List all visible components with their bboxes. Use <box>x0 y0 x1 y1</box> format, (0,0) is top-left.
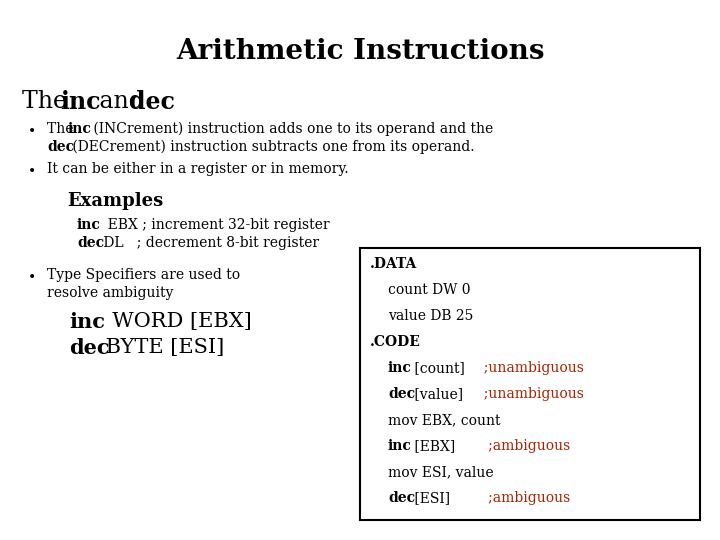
Text: resolve ambiguity: resolve ambiguity <box>47 286 174 300</box>
Text: inc: inc <box>77 218 101 232</box>
Text: BYTE [ESI]: BYTE [ESI] <box>99 338 224 357</box>
Text: mov EBX, count: mov EBX, count <box>388 413 500 427</box>
Text: [ESI]: [ESI] <box>410 491 450 505</box>
Text: dec: dec <box>129 90 175 114</box>
Text: inc: inc <box>388 439 412 453</box>
Text: It can be either in a register or in memory.: It can be either in a register or in mem… <box>47 162 348 176</box>
Text: •: • <box>28 165 36 179</box>
Text: count DW 0: count DW 0 <box>388 283 470 297</box>
Bar <box>360 248 700 520</box>
Text: WORD [EBX]: WORD [EBX] <box>99 312 252 331</box>
Text: inc: inc <box>388 361 412 375</box>
Text: inc: inc <box>68 122 92 136</box>
Text: mov ESI, value: mov ESI, value <box>388 465 494 479</box>
Text: [count]: [count] <box>410 361 465 375</box>
Text: Type Specifiers are used to: Type Specifiers are used to <box>47 268 240 282</box>
Text: dec: dec <box>388 491 415 505</box>
Text: .DATA: .DATA <box>370 257 418 271</box>
Text: dec: dec <box>47 140 74 154</box>
Text: inc: inc <box>69 312 105 332</box>
Text: dec: dec <box>77 236 104 250</box>
Text: Examples: Examples <box>67 192 163 210</box>
Text: Arithmetic Instructions: Arithmetic Instructions <box>176 38 544 65</box>
Text: EBX ; increment 32-bit register: EBX ; increment 32-bit register <box>99 218 330 232</box>
Text: [EBX]: [EBX] <box>410 439 455 453</box>
Text: •: • <box>28 271 36 285</box>
Text: •: • <box>28 125 36 139</box>
Text: (DECrement) instruction subtracts one from its operand.: (DECrement) instruction subtracts one fr… <box>68 140 474 154</box>
Text: dec: dec <box>69 338 109 358</box>
Text: and: and <box>92 90 151 113</box>
Text: .CODE: .CODE <box>370 335 421 349</box>
Text: ;ambiguous: ;ambiguous <box>475 439 570 453</box>
Text: The: The <box>22 90 74 113</box>
Text: DL   ; decrement 8-bit register: DL ; decrement 8-bit register <box>99 236 319 250</box>
Text: (INCrement) instruction adds one to its operand and the: (INCrement) instruction adds one to its … <box>89 122 493 137</box>
Text: inc: inc <box>60 90 101 114</box>
Text: The: The <box>47 122 78 136</box>
Text: ;unambiguous: ;unambiguous <box>475 361 584 375</box>
Text: ;unambiguous: ;unambiguous <box>475 387 584 401</box>
Text: dec: dec <box>388 387 415 401</box>
Text: ;ambiguous: ;ambiguous <box>475 491 570 505</box>
Text: [value]: [value] <box>410 387 463 401</box>
Text: value DB 25: value DB 25 <box>388 309 473 323</box>
